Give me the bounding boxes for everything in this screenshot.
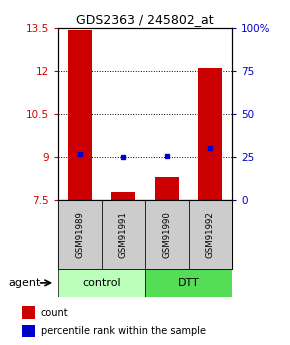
- Text: GSM91989: GSM91989: [75, 211, 84, 258]
- Bar: [188, 200, 232, 269]
- Text: DTT: DTT: [177, 278, 200, 288]
- Bar: [22, 325, 35, 337]
- Text: control: control: [82, 278, 121, 288]
- Text: GSM91992: GSM91992: [206, 211, 215, 258]
- Text: percentile rank within the sample: percentile rank within the sample: [41, 326, 206, 336]
- Text: count: count: [41, 308, 68, 317]
- Bar: [68, 30, 92, 200]
- Bar: [145, 200, 188, 269]
- Text: GSM91991: GSM91991: [119, 211, 128, 258]
- Bar: [58, 269, 145, 297]
- Bar: [155, 177, 179, 200]
- Bar: [102, 200, 145, 269]
- Bar: [198, 68, 222, 200]
- Bar: [58, 200, 102, 269]
- Text: GSM91990: GSM91990: [162, 211, 171, 258]
- Bar: [111, 192, 135, 200]
- Text: agent: agent: [9, 278, 41, 288]
- Bar: [22, 306, 35, 319]
- Bar: [145, 269, 232, 297]
- Title: GDS2363 / 245802_at: GDS2363 / 245802_at: [76, 13, 214, 27]
